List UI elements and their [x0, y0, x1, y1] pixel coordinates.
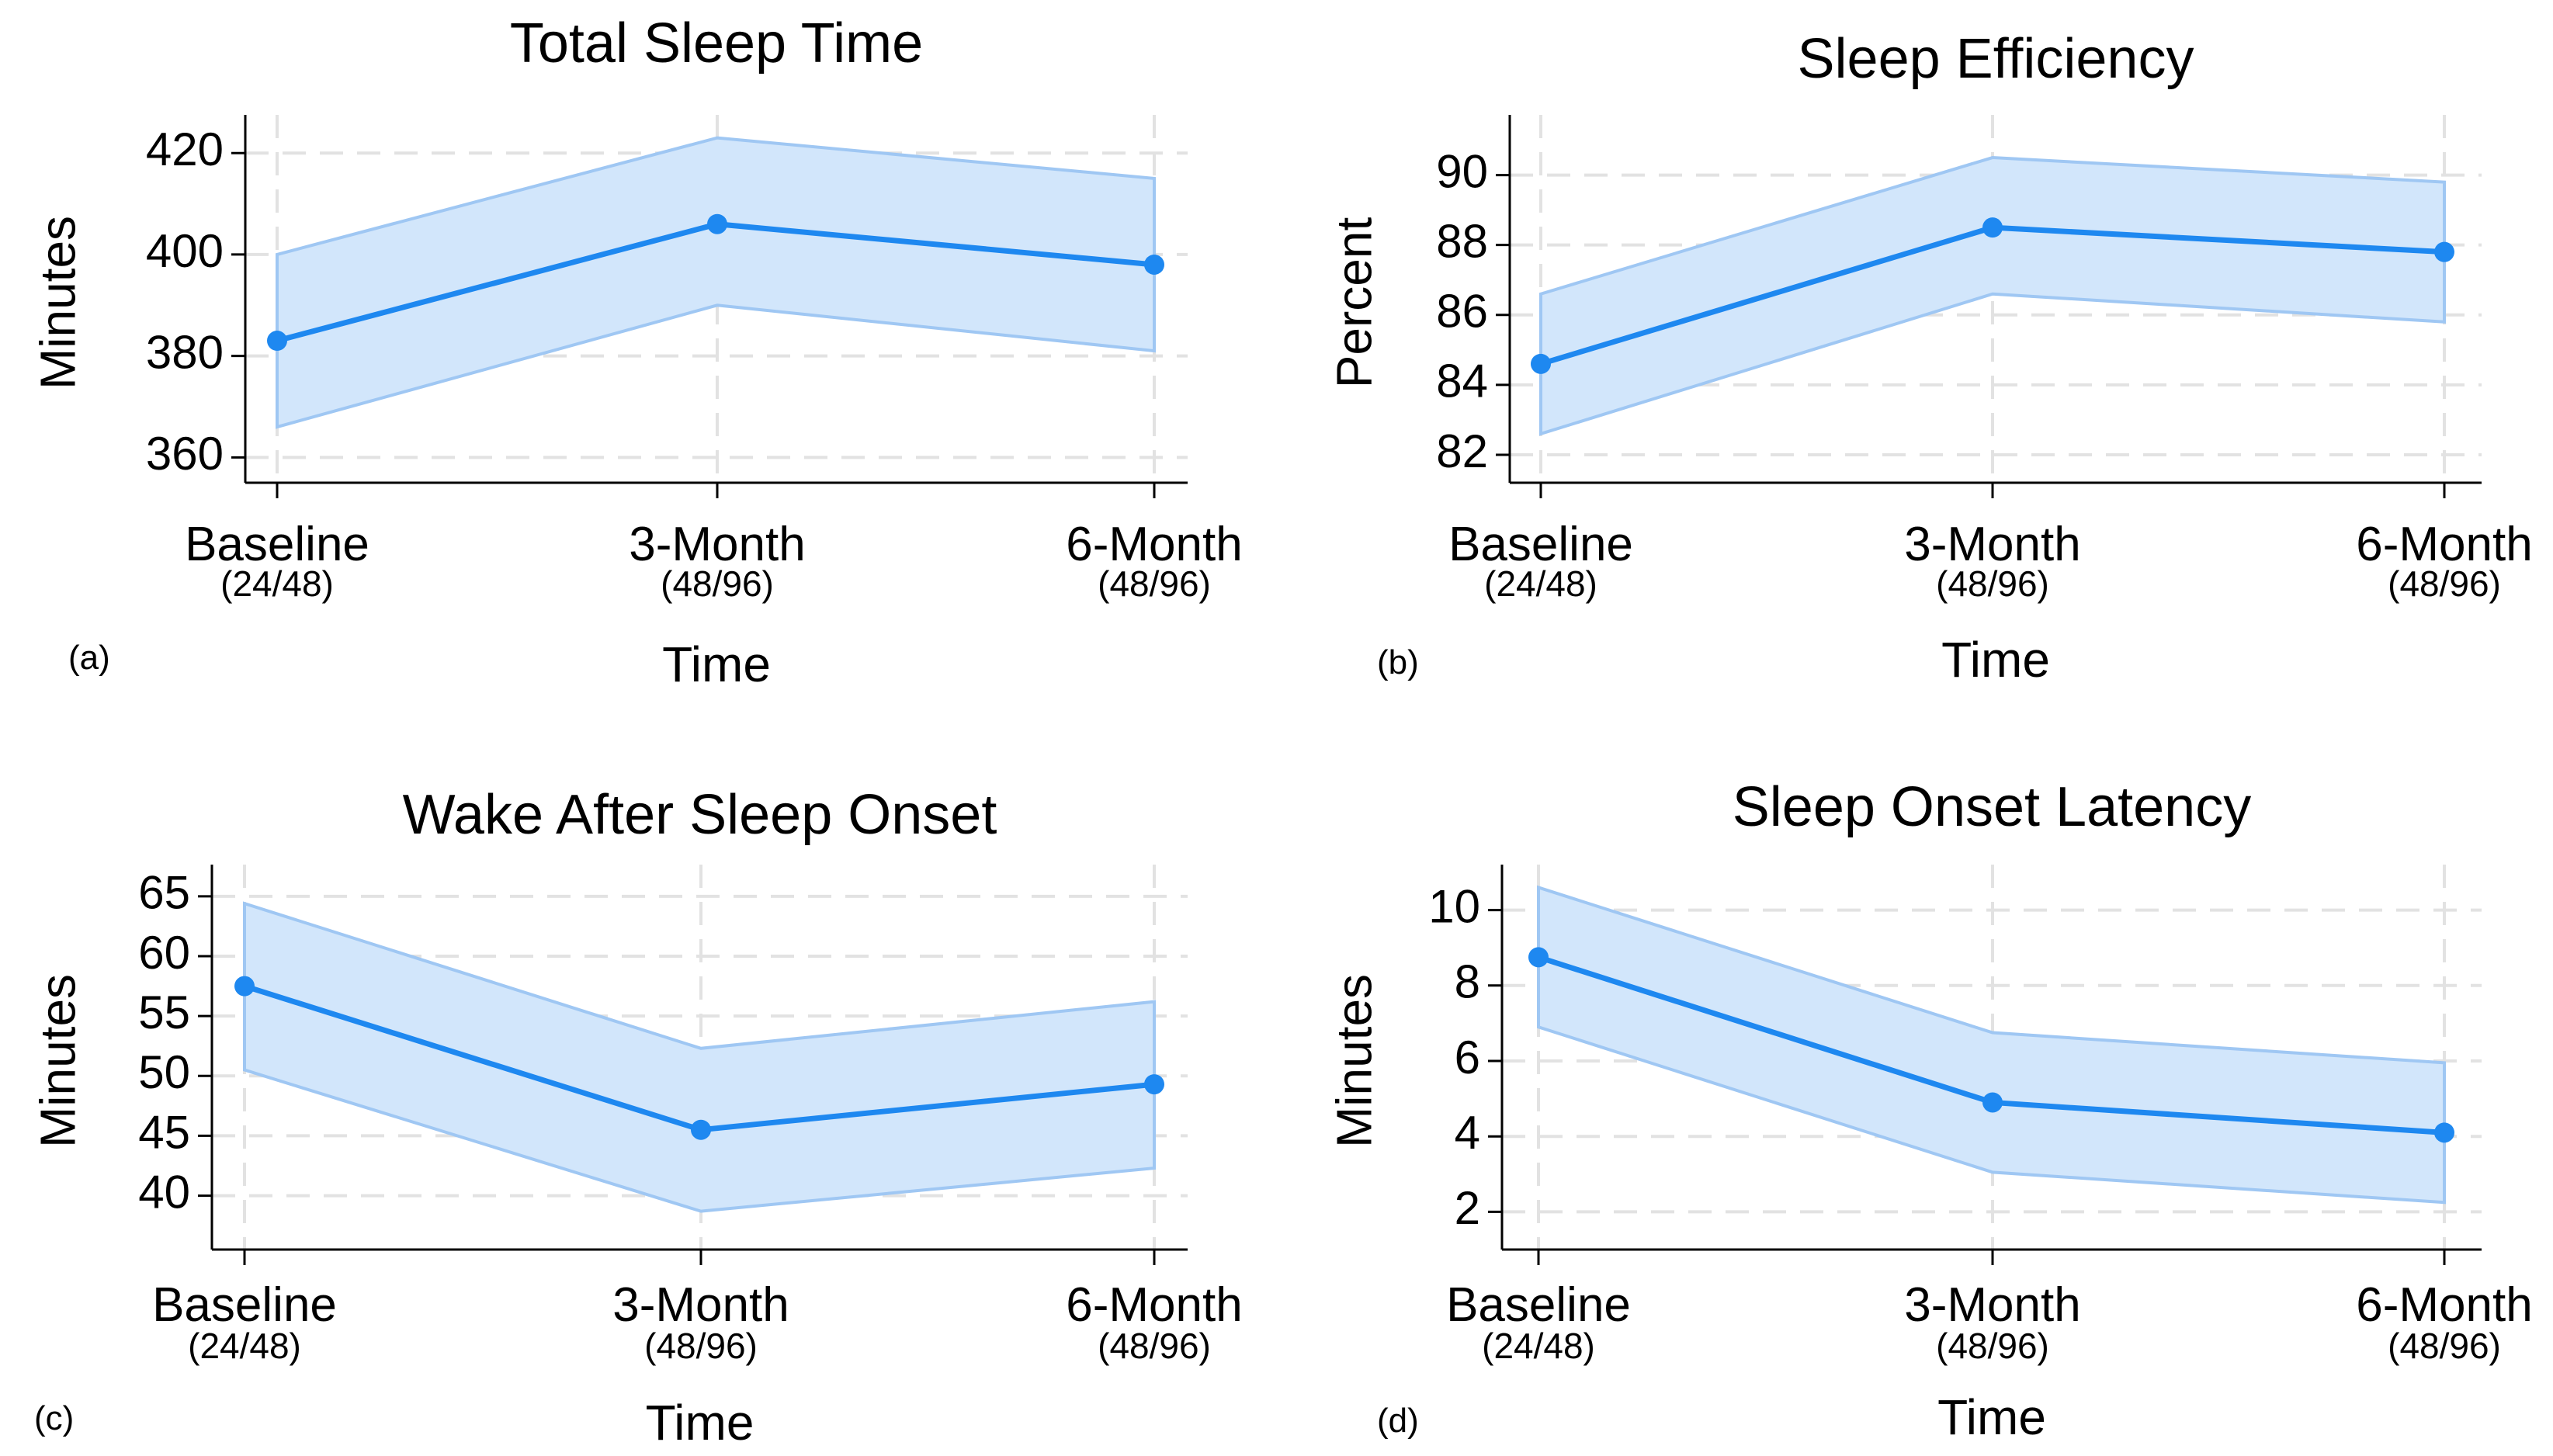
data-point [1982, 217, 2003, 238]
data-point [234, 976, 255, 997]
confidence-band [1537, 885, 2446, 1205]
x-tick-label: 3-Month [1904, 518, 2080, 571]
chart-title: Wake After Sleep Onset [403, 784, 997, 846]
y-tick-label: 40 [138, 1166, 190, 1218]
chart-panel-2: 8284868890Baseline(24/48)3-Month(48/96)6… [1326, 28, 2532, 688]
chart-title: Sleep Onset Latency [1733, 776, 2251, 838]
x-tick-label: 6-Month [1066, 518, 1242, 571]
y-tick-label: 65 [138, 867, 190, 919]
y-tick-label: 10 [1428, 880, 1480, 932]
chart-title: Total Sleep Time [510, 12, 923, 75]
y-tick-label: 360 [146, 428, 224, 480]
data-point [1982, 1092, 2003, 1113]
data-point [2434, 241, 2454, 262]
y-axis-label: Minutes [29, 974, 85, 1148]
x-tick-sublabel: (48/96) [1936, 1326, 2049, 1366]
x-axis-label: Time [646, 1395, 754, 1451]
y-tick-label: 60 [138, 927, 190, 979]
y-axis-label: Percent [1326, 217, 1382, 389]
y-tick-label: 400 [146, 225, 224, 277]
y-tick-label: 2 [1455, 1182, 1480, 1234]
y-axis-label: Minutes [1326, 974, 1382, 1148]
confidence-band [243, 901, 1156, 1213]
data-point [1531, 353, 1551, 374]
x-tick-label: 3-Month [1904, 1278, 2080, 1332]
x-axis-label: Time [1937, 1389, 2046, 1445]
y-tick-label: 380 [146, 326, 224, 378]
data-point [1528, 947, 1549, 968]
panel-tag: (b) [1377, 643, 1419, 681]
data-point [691, 1119, 711, 1140]
data-point [1144, 1074, 1164, 1095]
confidence-band [1539, 156, 2446, 436]
y-tick-label: 420 [146, 123, 224, 175]
x-tick-sublabel: (24/48) [1482, 1326, 1595, 1366]
y-tick-label: 90 [1436, 145, 1488, 197]
x-tick-sublabel: (48/96) [661, 563, 774, 604]
y-tick-label: 6 [1455, 1031, 1480, 1083]
y-tick-label: 50 [138, 1046, 190, 1098]
x-tick-sublabel: (24/48) [220, 563, 334, 604]
panel-tag: (c) [34, 1399, 74, 1437]
x-axis-label: Time [1941, 632, 2050, 688]
x-tick-label: Baseline [185, 518, 369, 571]
y-tick-label: 84 [1436, 355, 1488, 407]
x-tick-label: Baseline [152, 1278, 337, 1332]
x-tick-sublabel: (48/96) [644, 1326, 758, 1366]
x-tick-label: Baseline [1446, 1278, 1631, 1332]
data-point [2434, 1122, 2454, 1143]
data-point [267, 331, 287, 352]
data-point [707, 213, 727, 234]
y-tick-label: 45 [138, 1106, 190, 1158]
y-tick-label: 55 [138, 986, 190, 1038]
chart-title: Sleep Efficiency [1798, 28, 2194, 90]
x-tick-label: 3-Month [612, 1278, 789, 1332]
panel-tag: (a) [68, 639, 110, 677]
x-tick-label: 6-Month [2356, 1278, 2532, 1332]
panel-tag: (d) [1377, 1402, 1419, 1440]
x-tick-label: 3-Month [629, 518, 805, 571]
y-tick-label: 4 [1455, 1107, 1480, 1159]
y-tick-label: 8 [1455, 956, 1480, 1008]
chart-panel-3: 404550556065Baseline(24/48)3-Month(48/96… [29, 784, 1242, 1451]
chart-panel-1: 360380400420Baseline(24/48)3-Month(48/96… [29, 12, 1242, 692]
y-tick-label: 88 [1436, 216, 1488, 268]
y-tick-label: 86 [1436, 286, 1488, 338]
x-tick-label: 6-Month [2356, 518, 2532, 571]
x-tick-sublabel: (48/96) [1098, 1326, 1211, 1366]
data-point [1144, 254, 1164, 275]
x-tick-sublabel: (48/96) [2388, 563, 2501, 604]
y-tick-label: 82 [1436, 425, 1488, 477]
x-tick-label: 6-Month [1066, 1278, 1242, 1332]
y-axis-label: Minutes [29, 216, 85, 390]
x-tick-sublabel: (48/96) [1098, 563, 1211, 604]
x-axis-label: Time [662, 636, 771, 692]
x-tick-sublabel: (48/96) [2388, 1326, 2501, 1366]
x-tick-sublabel: (24/48) [188, 1326, 301, 1366]
confidence-band [276, 136, 1156, 429]
x-tick-sublabel: (24/48) [1484, 563, 1597, 604]
x-tick-label: Baseline [1448, 518, 1633, 571]
x-tick-sublabel: (48/96) [1936, 563, 2049, 604]
chart-panel-4: 246810Baseline(24/48)3-Month(48/96)6-Mon… [1326, 776, 2532, 1445]
